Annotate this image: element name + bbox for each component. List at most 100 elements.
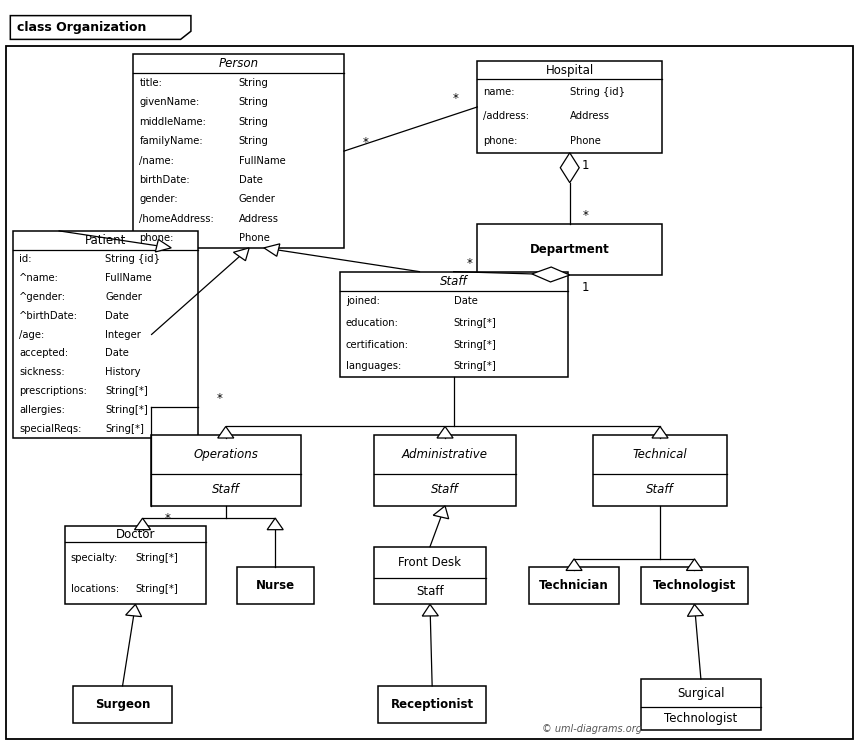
Text: Department: Department [530,243,610,256]
Text: familyName:: familyName: [139,136,203,146]
Text: Gender: Gender [238,194,275,205]
Bar [340,272,568,377]
Text: String: String [238,78,268,88]
Text: String[*]: String[*] [135,553,178,562]
Text: birthDate:: birthDate: [139,175,190,185]
Text: History: History [105,368,141,377]
Polygon shape [264,244,280,256]
Text: String: String [238,97,268,108]
Text: /homeAddress:: /homeAddress: [139,214,214,224]
Text: Staff: Staff [416,585,444,598]
Polygon shape [437,427,453,438]
Polygon shape [561,153,580,183]
Text: Staff: Staff [439,275,468,288]
Text: /address:: /address: [483,111,529,121]
Text: Staff: Staff [212,483,240,496]
Text: Operations: Operations [194,447,258,461]
Polygon shape [687,604,703,616]
Text: education:: education: [346,318,398,328]
Bar [73,686,172,723]
Text: /age:: /age: [19,329,44,340]
Text: joined:: joined: [346,297,379,306]
Text: Doctor: Doctor [116,527,155,541]
Text: Gender: Gender [105,292,142,302]
Text: *: * [466,257,472,270]
Bar [641,679,761,730]
Text: Hospital: Hospital [545,63,594,77]
Polygon shape [422,604,439,616]
Text: Date: Date [454,297,477,306]
Bar [374,435,516,506]
Text: String {id}: String {id} [105,254,161,264]
Text: String[*]: String[*] [105,386,148,396]
Text: specialty:: specialty: [71,553,118,562]
Text: Receptionist: Receptionist [390,698,474,711]
Text: Patient: Patient [84,234,126,247]
Text: *: * [363,137,368,149]
Text: class Organization: class Organization [17,21,146,34]
Text: Technical: Technical [633,447,687,461]
Text: *: * [217,392,222,406]
Text: Date: Date [238,175,262,185]
Text: Date: Date [105,311,129,320]
Text: String[*]: String[*] [454,361,496,371]
Polygon shape [10,16,191,40]
Bar [641,567,748,604]
Text: accepted:: accepted: [19,348,68,359]
Text: name:: name: [483,87,515,96]
Text: Technologist: Technologist [653,579,736,592]
Polygon shape [652,427,668,438]
Text: gender:: gender: [139,194,178,205]
Text: Address: Address [570,111,610,121]
Polygon shape [156,240,171,252]
Text: ^gender:: ^gender: [19,292,66,302]
Text: Technologist: Technologist [664,712,738,725]
Text: Sring[*]: Sring[*] [105,424,144,433]
Polygon shape [126,604,142,616]
Text: FullName: FullName [238,155,286,166]
Bar [133,55,344,248]
Text: String: String [238,117,268,127]
Text: title:: title: [139,78,163,88]
Polygon shape [233,248,249,261]
Bar [64,527,206,604]
Bar [593,435,727,506]
Text: languages:: languages: [346,361,401,371]
Bar [529,567,619,604]
Text: String {id}: String {id} [570,87,625,96]
Text: Surgical: Surgical [677,686,725,700]
Text: locations:: locations: [71,583,119,594]
Text: ^name:: ^name: [19,273,58,283]
Text: © uml-diagrams.org: © uml-diagrams.org [542,724,642,734]
Text: String: String [238,136,268,146]
Text: sickness:: sickness: [19,368,64,377]
Text: Administrative: Administrative [402,447,488,461]
Text: givenName:: givenName: [139,97,200,108]
Polygon shape [218,427,234,438]
Text: Staff: Staff [646,483,674,496]
Polygon shape [566,559,582,571]
Text: Integer: Integer [105,329,141,340]
Bar [378,686,486,723]
Text: Person: Person [218,58,259,70]
Text: certification:: certification: [346,340,408,350]
Text: Phone: Phone [238,233,269,244]
Text: *: * [582,209,588,223]
Text: middleName:: middleName: [139,117,206,127]
Text: Nurse: Nurse [255,579,295,592]
Bar [150,435,301,506]
Polygon shape [433,506,449,518]
Text: prescriptions:: prescriptions: [19,386,87,396]
Text: String[*]: String[*] [135,583,178,594]
Text: Date: Date [105,348,129,359]
Text: phone:: phone: [483,135,518,146]
Text: id:: id: [19,254,32,264]
Text: *: * [165,512,170,524]
Bar [13,231,198,438]
Text: specialReqs:: specialReqs: [19,424,82,433]
Text: /name:: /name: [139,155,175,166]
Text: *: * [453,93,458,105]
Polygon shape [532,267,570,282]
Text: ^birthDate:: ^birthDate: [19,311,78,320]
Text: String[*]: String[*] [454,318,496,328]
